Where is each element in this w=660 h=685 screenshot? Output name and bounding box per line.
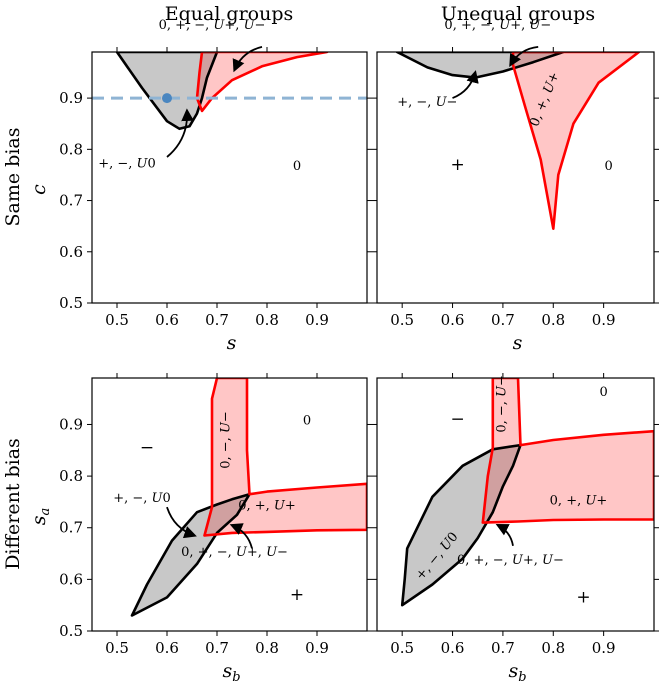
region-label: 0 [599,385,607,400]
annotation-arrow [166,108,194,158]
region-label: 0 [605,159,613,174]
region-label: +, −, U− [397,95,457,110]
x-axis-label: s [227,332,237,354]
y-tick-label: 0.9 [59,415,83,433]
region-gray-outline [400,443,522,607]
plot-area [92,52,367,303]
y-tick-label: 0.5 [59,294,83,312]
y-tick-label: 0.9 [59,89,83,107]
row-title-different-bias: Different bias [2,438,24,570]
x-tick-label: 0.7 [205,639,229,657]
x-tick-label: 0.9 [592,639,616,657]
y-tick-label: 0.8 [59,467,83,485]
x-axis-label: sb [508,660,526,685]
region-label: +, −, U0 [113,491,171,506]
x-tick-label: 0.5 [105,639,129,657]
y-tick-label: 0.7 [59,519,83,537]
axes-frame [91,51,368,304]
x-tick-label: 0.6 [155,639,179,657]
x-tick-label: 0.8 [255,639,279,657]
x-tick-label: 0.7 [491,639,515,657]
annotation-arrow [232,46,263,73]
annotation-arrow [166,506,197,539]
y-tick-label: 0.7 [59,192,83,210]
region-red-fill [197,52,327,111]
col-title-unequal: Unequal groups [441,3,595,25]
x-tick-label: 0.5 [390,311,414,329]
x-axis-label: sb [222,660,240,685]
y-axis-label: c [28,184,50,195]
region-label-rotated: 0, −, U− [494,375,509,433]
axes-frame [376,51,655,304]
x-tick-label: 0.5 [390,639,414,657]
x-tick-label: 0.9 [592,311,616,329]
x-tick-label: 0.9 [305,639,329,657]
panel-unequal-different-bias: 0.5 0.6 0.7 0.8 0.9 sb − 0 +0, +, U+ 0, +, −, U+,… [372,373,659,685]
x-tick-label: 0.8 [541,639,565,657]
x-tick-label: 0.6 [441,639,465,657]
axes-frame [376,377,655,632]
annotation-arrow [452,70,479,99]
region-label: + [450,155,464,175]
region-label: − [450,409,464,429]
region-label: +, −, U0 [98,156,156,171]
region-label: + [290,585,304,605]
region-label: + [576,588,590,608]
axes-frame [91,377,368,632]
plot-clip-group [400,378,654,607]
y-axis-label: sa [28,508,53,526]
region-red-fill [482,378,654,523]
annotation-arrow [509,46,539,67]
region-label: 0, +, −, U+, U− [457,553,564,568]
x-tick-label: 0.5 [105,311,129,329]
region-gray-outline [395,52,565,79]
region-label: 0, +, U+ [550,494,608,509]
region-red-outline [203,378,367,537]
region-label: 0, +, −, U+, U− [181,545,288,560]
y-tick-label: 0.6 [59,243,83,261]
region-red-outline [481,378,654,524]
reference-point [162,93,172,104]
x-tick-label: 0.7 [491,311,515,329]
plot-clip-group [130,378,367,617]
x-tick-label: 0.6 [155,311,179,329]
region-red-outline [195,52,329,113]
region-label: 0, +, −, U+, U− [444,18,551,33]
region-red-fill [513,52,639,229]
x-tick-label: 0.8 [255,311,279,329]
plot-clip-group [395,52,641,230]
region-red-outline [511,52,641,230]
y-tick-label: 0.8 [59,140,83,158]
x-tick-label: 0.9 [305,311,329,329]
region-gray-outline [130,492,251,617]
annotation-arrow [495,524,514,546]
col-title-equal: Equal groups [165,3,294,25]
region-label: 0, +, U+ [238,499,296,514]
region-label: 0, +, −, U+, U− [159,18,266,33]
region-label-rotated: 0, −, U− [219,411,234,469]
panel-equal-different-bias: 0.5 0.6 0.7 0.8 0.9 0.5 0.6 0.7 0.8 0.9 sb sa − 0 + +, … [28,373,372,685]
annotation-arrow [229,523,253,549]
panel-equal-same-bias: 0.5 0.6 0.7 0.8 0.9 0.5 0.6 0.7 0.8 0.9 s c +, −, U0… [28,18,372,354]
panel-unequal-same-bias: 0.5 0.6 0.7 0.8 0.9 s + 0 +, −, U− 0, +, −, U+, U… [372,18,659,354]
x-tick-label: 0.6 [441,311,465,329]
y-tick-label: 0.6 [59,570,83,588]
y-tick-label: 0.5 [59,622,83,640]
region-label: 0 [303,413,311,428]
region-label: 0 [293,159,301,174]
region-label: − [140,438,154,458]
x-axis-label: s [513,332,523,354]
row-title-same-bias: Same bias [2,128,24,227]
x-tick-label: 0.8 [541,311,565,329]
plot-area [377,52,654,303]
x-tick-label: 0.7 [205,311,229,329]
